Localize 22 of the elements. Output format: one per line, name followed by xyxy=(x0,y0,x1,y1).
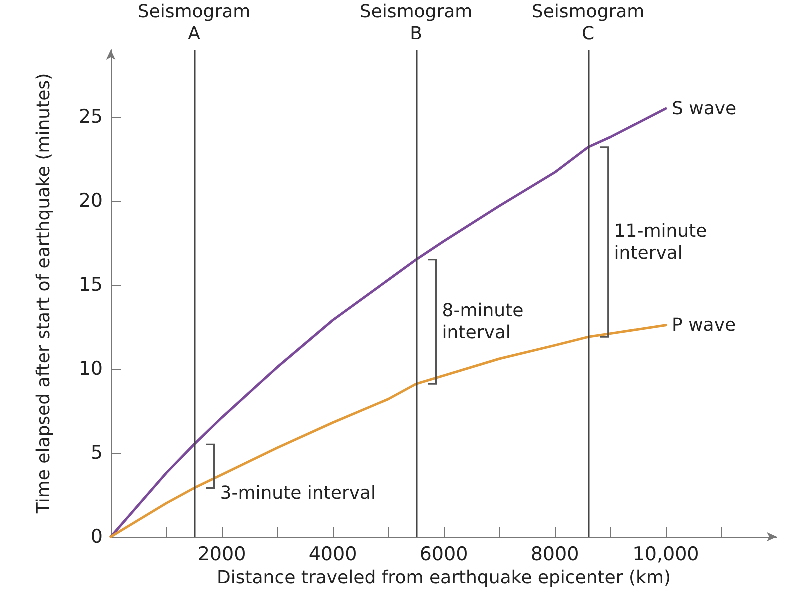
y-tick-label: 15 xyxy=(78,274,103,296)
ref-line-label: Seismogram B xyxy=(360,2,473,44)
y-tick-label: 20 xyxy=(78,190,103,212)
x-tick-label: 2000 xyxy=(198,544,246,566)
y-tick-label: 25 xyxy=(78,106,103,128)
x-axis-title: Distance traveled from earthquake epicenter (km) xyxy=(216,568,672,588)
annotation: 11-minute interval xyxy=(614,220,713,264)
x-tick-label: 6000 xyxy=(420,544,468,566)
y-tick-label: 10 xyxy=(78,358,103,380)
x-tick-label: 8000 xyxy=(530,544,580,566)
line-series xyxy=(110,324,668,538)
series-label: S wave xyxy=(672,98,737,120)
series-label: P wave xyxy=(672,314,736,336)
annotation: 8-minute interval xyxy=(442,300,530,344)
ref-line-label: Seismogram C xyxy=(532,2,645,44)
annotation: 3-minute interval xyxy=(220,482,376,504)
y-tick-label: 5 xyxy=(90,442,103,464)
x-tick-label: 10,000 xyxy=(632,544,700,566)
y-tick-label: 0 xyxy=(90,526,103,548)
y-axis-title: Time elapsed after start of earthquake (minutes) xyxy=(34,73,54,515)
ref-line-label: Seismogram A xyxy=(138,2,251,44)
x-tick-label: 4000 xyxy=(308,544,358,566)
